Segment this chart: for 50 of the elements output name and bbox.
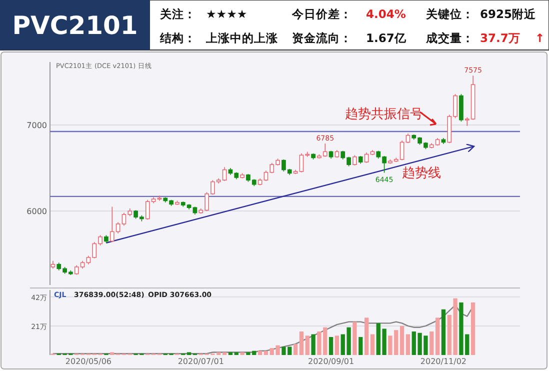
bar	[406, 334, 410, 355]
text: PVC2101	[12, 11, 138, 40]
bar	[258, 350, 262, 355]
bar	[400, 326, 404, 355]
bar	[334, 336, 340, 355]
bar	[264, 350, 268, 355]
bar	[311, 334, 316, 355]
x-tick-label: 2020/05/06	[65, 357, 112, 366]
text: 上涨中的上涨	[205, 31, 279, 45]
x-tick-label: 2020/07/01	[178, 357, 224, 366]
text: 关注：	[159, 7, 196, 21]
text: 成交量：	[425, 31, 474, 45]
text: ↑	[535, 31, 545, 45]
bar	[228, 352, 233, 355]
bar	[470, 302, 476, 355]
candlestick	[352, 154, 357, 166]
annotation: 趋势线	[402, 166, 441, 181]
candlestick	[364, 152, 369, 164]
bar	[110, 352, 114, 355]
candlestick	[406, 133, 410, 144]
bar	[352, 322, 357, 355]
annotation: 趋势共振信号	[345, 107, 423, 122]
bar	[305, 336, 310, 355]
text: 1.67亿	[366, 31, 408, 45]
text: 6925附近	[480, 7, 538, 21]
text: ★★★★	[206, 7, 248, 21]
y-tick-label: 6000	[26, 207, 47, 216]
y-tick-label: 7000	[26, 121, 47, 130]
bar	[364, 318, 369, 355]
bar	[293, 344, 298, 355]
bar	[186, 352, 192, 355]
bar	[430, 331, 434, 355]
bar	[328, 337, 334, 355]
x-tick-label: 2020/11/02	[420, 357, 467, 366]
line-series	[52, 304, 474, 354]
bar	[240, 352, 244, 355]
text: 37.7万	[480, 31, 520, 45]
text: 4.04%	[366, 7, 406, 21]
text: 关键位：	[425, 7, 474, 21]
bar	[222, 352, 227, 355]
text: 资金流向：	[292, 31, 352, 45]
text: 今日价差：	[291, 7, 352, 21]
bar	[358, 337, 363, 355]
bar	[299, 331, 304, 355]
bar	[435, 318, 440, 355]
x-tick-label: 2020/09/01	[308, 357, 354, 366]
bar	[234, 352, 238, 355]
text: 结构：	[159, 31, 196, 45]
bar	[370, 334, 375, 355]
bar	[441, 309, 446, 355]
